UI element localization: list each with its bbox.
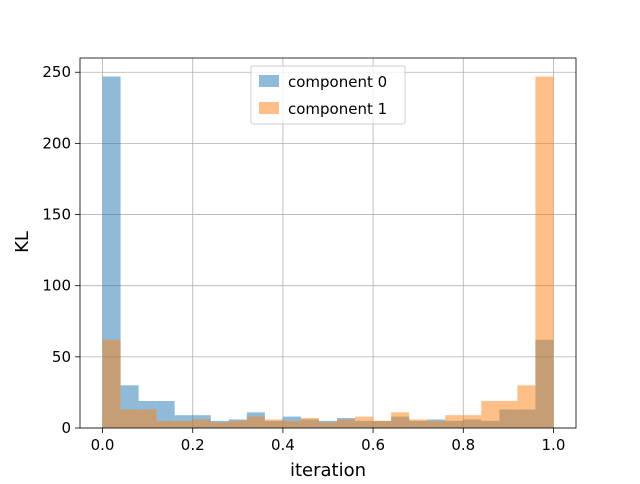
histogram-bar-component-1 [445, 415, 464, 428]
y-tick-label: 50 [52, 348, 71, 366]
y-tick-label: 100 [42, 277, 71, 295]
x-tick-label: 0.0 [91, 436, 115, 454]
histogram-bar-component-1 [264, 419, 283, 428]
histogram-bar-component-1 [282, 420, 301, 428]
plot-frame [79, 57, 577, 429]
histogram-bar-component-1 [300, 418, 319, 428]
histogram-bar-component-1 [102, 339, 121, 428]
histogram-bar-component-1 [138, 409, 157, 428]
x-axis-label: iteration [290, 460, 366, 480]
legend: component 0 component 1 [250, 65, 406, 125]
x-tick-label: 0.4 [271, 436, 295, 454]
histogram-bar-component-1 [535, 76, 554, 428]
legend-label: component 0 [288, 73, 387, 91]
histogram-bar-component-1 [427, 420, 446, 428]
histogram-bar-component-1 [192, 419, 211, 428]
histogram-bar-component-1 [174, 420, 193, 428]
histogram-bar-component-1 [391, 412, 410, 428]
histogram-bar-component-1 [337, 419, 356, 428]
y-tick-label: 0 [61, 419, 71, 437]
x-tick-label: 0.2 [181, 436, 205, 454]
histogram-bar-component-1 [246, 416, 265, 428]
legend-label: component 1 [288, 100, 387, 118]
legend-swatch [259, 102, 279, 114]
histogram-bar-component-1 [463, 415, 482, 428]
y-tick-label: 150 [42, 206, 71, 224]
x-tick-label: 0.6 [361, 436, 385, 454]
bars [102, 76, 554, 428]
y-tick-label: 250 [42, 63, 71, 81]
legend-swatch [259, 75, 279, 87]
y-tick-label: 200 [42, 134, 71, 152]
x-tick-label: 0.8 [451, 436, 475, 454]
histogram-bar-component-1 [120, 409, 139, 428]
histogram-bar-component-1 [481, 400, 500, 428]
histogram-bar-component-1 [228, 420, 247, 428]
histogram-bar-component-1 [156, 420, 175, 428]
legend-box [250, 65, 406, 125]
x-tick-label: 1.0 [542, 436, 566, 454]
histogram-bar-component-1 [355, 416, 374, 428]
y-axis-label: KL [12, 231, 33, 253]
histogram-bar-component-1 [409, 419, 428, 428]
axes: 0.0 0.2 0.4 0.6 0.8 1.0 0 50 100 150 200 250 [42, 57, 577, 454]
histogram-bar-component-1 [373, 420, 392, 428]
histogram-bar-component-1 [318, 422, 338, 428]
histogram-bar-component-1 [210, 422, 229, 428]
histogram-bar-component-1 [499, 400, 518, 428]
histogram-bar-component-1 [517, 385, 536, 428]
